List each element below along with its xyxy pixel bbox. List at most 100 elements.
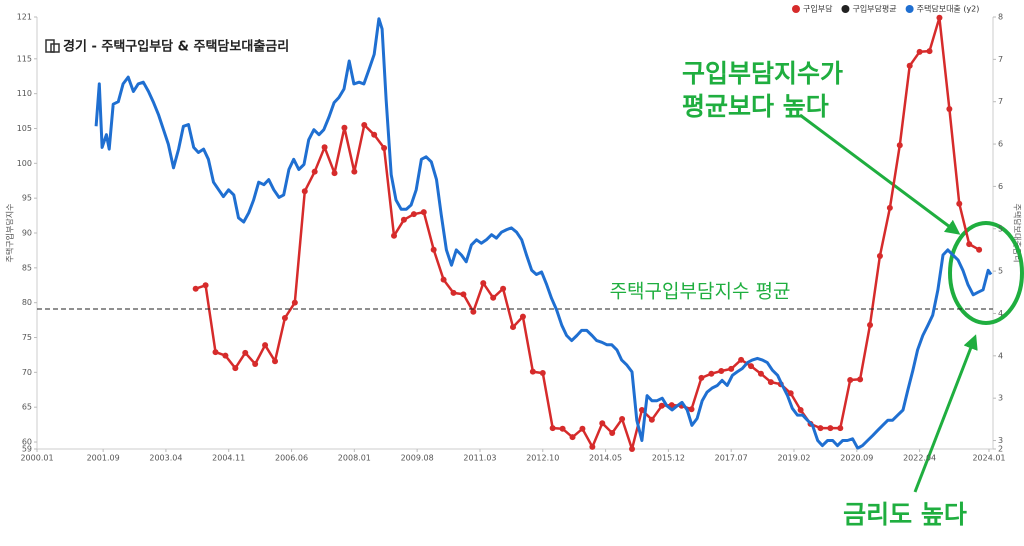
data-point bbox=[361, 122, 368, 128]
data-point bbox=[609, 429, 616, 436]
legend-label: 구입부담 bbox=[803, 4, 833, 14]
y2-tick-label: 4 bbox=[998, 351, 1003, 360]
y-tick-label: 121 bbox=[17, 13, 32, 22]
series-line bbox=[94, 17, 993, 450]
y2-tick-label: 3 bbox=[998, 436, 1003, 445]
data-point bbox=[440, 276, 447, 283]
legend-swatch bbox=[841, 5, 850, 13]
data-point bbox=[589, 443, 596, 450]
data-point bbox=[817, 425, 824, 432]
x-tick-label: 2011.03 bbox=[463, 454, 496, 463]
data-point bbox=[222, 352, 229, 359]
y2-tick-label: 3 bbox=[998, 394, 1003, 403]
x-tick-label: 2014.05 bbox=[589, 454, 622, 463]
legend: 구입부담 구입부담평균 주택담보대출 (y2) bbox=[792, 4, 979, 14]
data-point bbox=[519, 313, 526, 320]
y-tick-label: 75 bbox=[22, 333, 32, 342]
data-point bbox=[460, 291, 467, 298]
data-point bbox=[837, 425, 844, 432]
data-point bbox=[718, 367, 725, 374]
data-point bbox=[738, 356, 745, 363]
annotation: 구입부담지수가 bbox=[682, 59, 843, 88]
data-point bbox=[430, 246, 437, 253]
x-tick-label: 2015.12 bbox=[652, 454, 685, 463]
data-point bbox=[976, 246, 983, 253]
chart-title: 경기 - 주택구입부담 & 주택담보대출금리 bbox=[63, 39, 289, 55]
x-tick-label: 2017.07 bbox=[715, 454, 748, 463]
x-tick-label: 2019.02 bbox=[777, 454, 810, 463]
y-tick-label: 85 bbox=[22, 263, 32, 272]
data-point bbox=[192, 285, 199, 292]
data-point bbox=[847, 377, 854, 384]
data-point bbox=[272, 358, 279, 365]
data-point bbox=[876, 252, 883, 259]
data-point bbox=[569, 434, 576, 441]
y-tick-label: 65 bbox=[22, 403, 32, 412]
x-tick-label: 2024.01 bbox=[972, 454, 1005, 463]
data-point bbox=[599, 420, 606, 427]
y-tick-label: 59 bbox=[22, 445, 32, 454]
legend-label: 주택담보대출 (y2) bbox=[917, 4, 980, 14]
data-point bbox=[926, 48, 933, 55]
data-point bbox=[857, 376, 864, 383]
data-point bbox=[351, 168, 358, 175]
y2-tick-label: 7 bbox=[998, 97, 1003, 106]
data-point bbox=[371, 131, 378, 138]
data-point bbox=[629, 446, 636, 452]
y-tick-label: 80 bbox=[22, 298, 32, 307]
data-point bbox=[579, 425, 586, 432]
data-point bbox=[480, 280, 487, 287]
data-point bbox=[252, 360, 259, 367]
title-icon bbox=[45, 39, 60, 53]
data-point bbox=[510, 324, 517, 331]
data-point bbox=[787, 390, 794, 397]
data-point bbox=[728, 365, 735, 372]
plot-area bbox=[37, 14, 993, 452]
annotation: 주택구입부담지수 평균 bbox=[610, 281, 791, 303]
data-point bbox=[906, 62, 913, 69]
data-point bbox=[400, 216, 407, 223]
y-axis-label: 주택구입부담지수 bbox=[5, 204, 15, 263]
y2-tick-label: 6 bbox=[998, 140, 1003, 149]
y2-tick-label: 2 bbox=[998, 445, 1003, 454]
data-point bbox=[767, 379, 774, 386]
data-point bbox=[450, 289, 457, 296]
data-point bbox=[500, 285, 507, 292]
data-point bbox=[619, 416, 626, 423]
highlight-ellipse bbox=[948, 221, 1024, 325]
data-point bbox=[956, 200, 963, 207]
x-tick-label: 2012.10 bbox=[526, 454, 559, 463]
annotation: 금리도 높다 bbox=[843, 500, 967, 529]
data-point bbox=[391, 232, 398, 239]
data-point bbox=[281, 315, 288, 322]
x-tick-label: 2020.09 bbox=[840, 454, 873, 463]
data-point bbox=[797, 406, 804, 413]
x-tick-label: 2022.04 bbox=[903, 454, 936, 463]
y-tick-label: 60 bbox=[22, 438, 32, 447]
data-point bbox=[242, 349, 249, 356]
legend-swatch bbox=[905, 5, 914, 13]
data-point bbox=[232, 365, 239, 372]
y2-tick-label: 6 bbox=[998, 182, 1003, 191]
data-point bbox=[896, 142, 903, 149]
data-point bbox=[490, 294, 497, 301]
x-tick-label: 2001.09 bbox=[87, 454, 120, 463]
data-point bbox=[658, 402, 665, 409]
y-tick-label: 95 bbox=[22, 194, 32, 203]
annotation: 평균보다 높다 bbox=[682, 92, 829, 121]
y2-tick-label: 7 bbox=[998, 55, 1003, 64]
data-point bbox=[321, 144, 328, 151]
data-point bbox=[559, 425, 566, 432]
y2-tick-label: 4 bbox=[998, 309, 1003, 318]
data-point bbox=[946, 105, 953, 112]
data-point bbox=[757, 370, 764, 377]
x-tick-label: 2006.06 bbox=[275, 454, 308, 463]
data-point bbox=[827, 425, 834, 432]
data-point bbox=[688, 406, 695, 413]
data-point bbox=[708, 370, 715, 377]
x-tick-label: 2000.01 bbox=[20, 454, 53, 463]
data-point bbox=[410, 211, 417, 218]
data-point bbox=[638, 406, 645, 413]
data-point bbox=[539, 370, 546, 377]
data-point bbox=[202, 282, 209, 289]
